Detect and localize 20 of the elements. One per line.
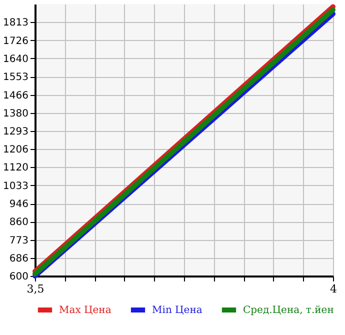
y-tick-label: 1120: [3, 162, 28, 174]
y-tick-label: 1293: [3, 126, 28, 138]
legend-label: Min Цена: [152, 305, 202, 316]
y-tick-label: 686: [9, 254, 28, 265]
y-tick-label: 1466: [3, 90, 28, 102]
y-tick-label: 946: [9, 199, 28, 210]
legend-label: Max Цена: [59, 305, 112, 316]
x-tick-label: 4: [330, 282, 337, 296]
y-tick-label: 1380: [3, 108, 28, 120]
y-tick-label: 860: [9, 217, 28, 228]
legend-label: Сред.Цена, т.йен: [243, 305, 334, 316]
y-tick-label: 1813: [3, 18, 28, 29]
y-tick-label: 1640: [3, 54, 28, 65]
y-tick-label: 600: [9, 272, 28, 282]
y-tick-label: 1553: [3, 72, 28, 84]
y-tick-label: 1726: [3, 36, 28, 47]
y-tick-label: 1033: [3, 180, 28, 192]
y-tick-label: 1206: [3, 144, 28, 156]
y-tick-label: 773: [9, 235, 28, 246]
x-tick-label: 3,5: [26, 282, 44, 296]
